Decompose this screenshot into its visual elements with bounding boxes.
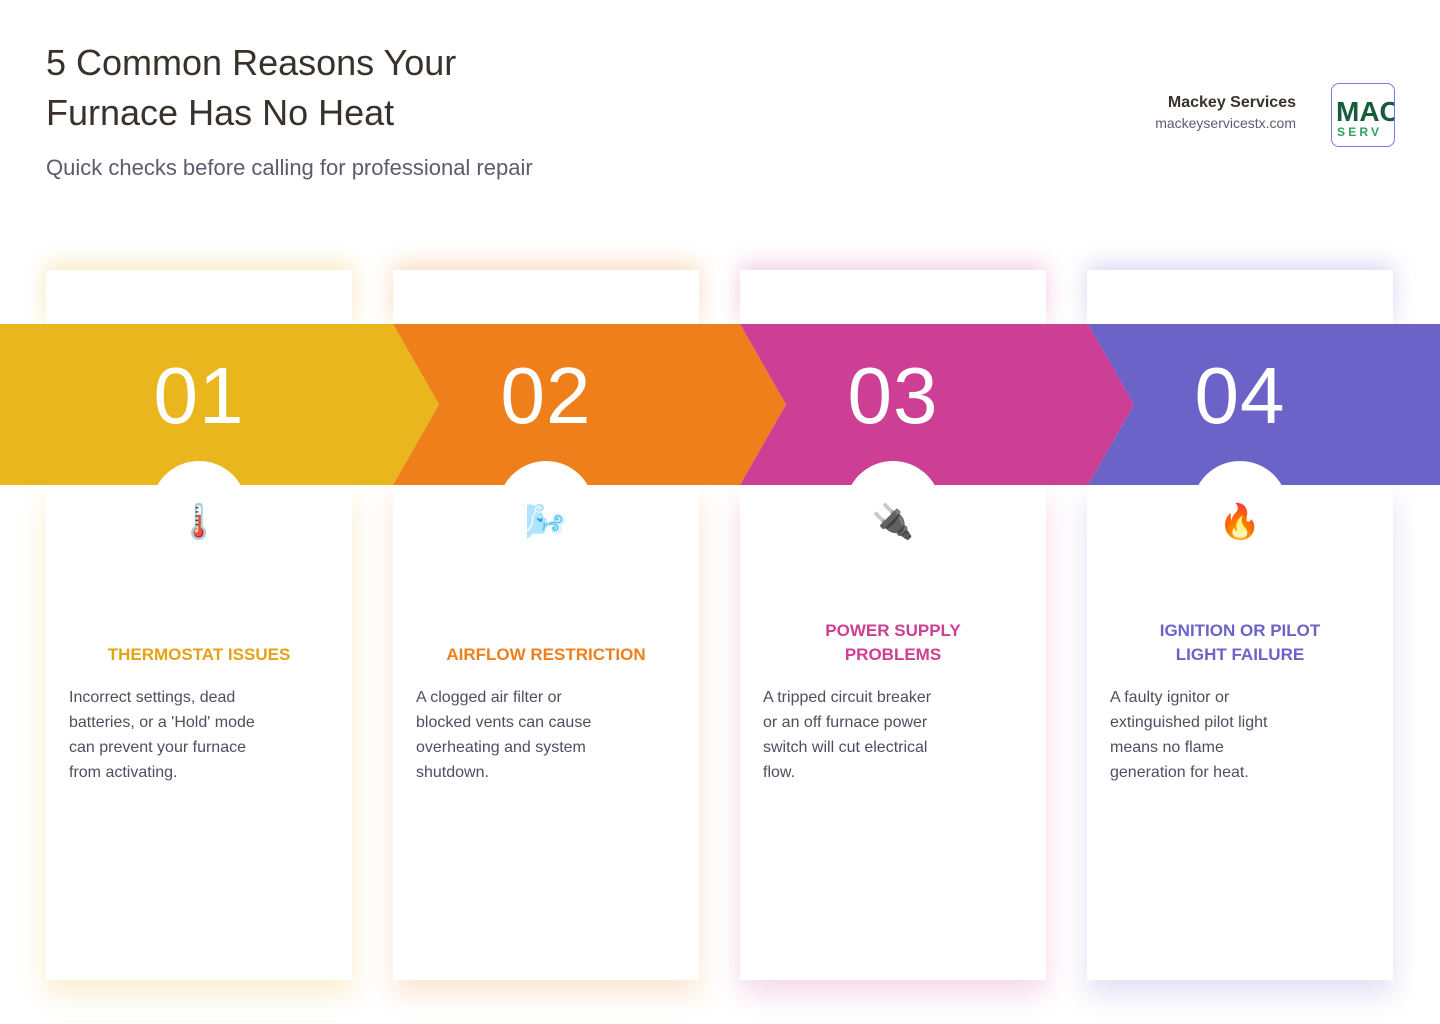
svg-text:SERV: SERV (1337, 125, 1382, 139)
svg-text:MAC: MAC (1336, 97, 1395, 127)
